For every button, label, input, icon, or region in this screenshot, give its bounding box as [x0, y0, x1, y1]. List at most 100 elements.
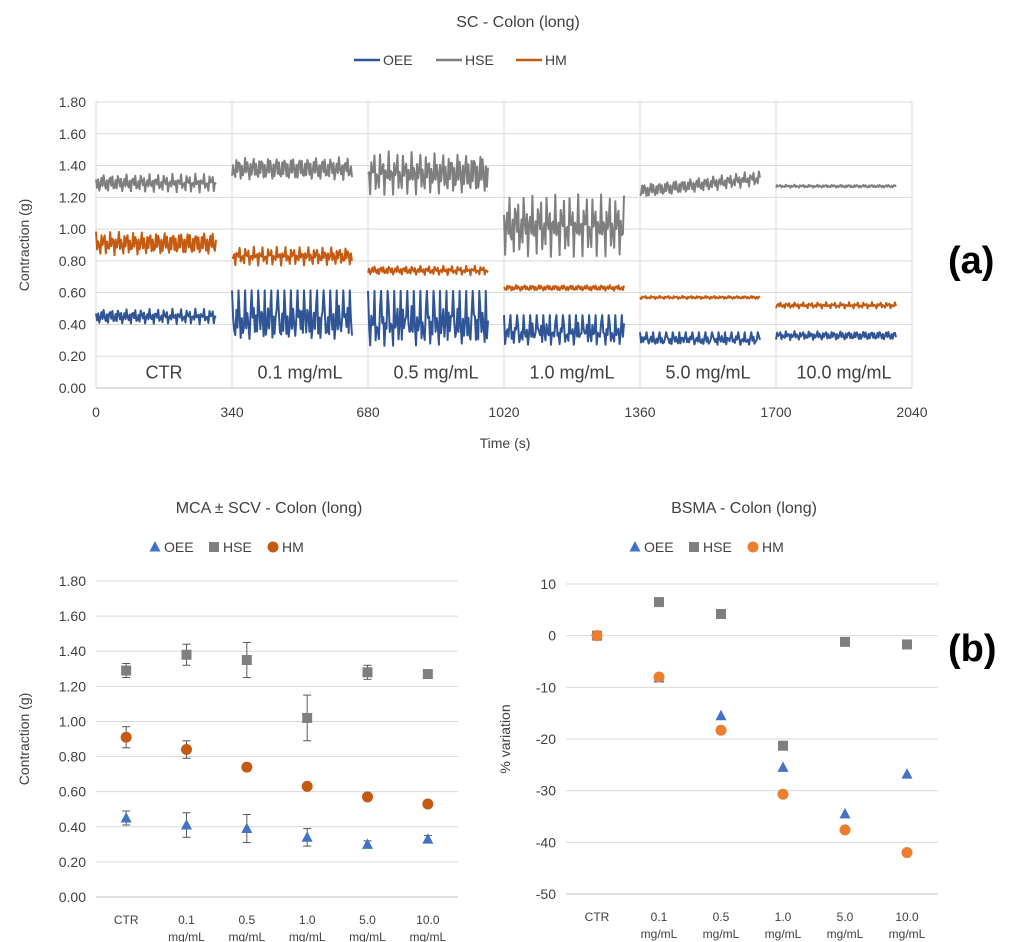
trace-hse-segment-3	[503, 193, 625, 258]
y-tick-label-b1: 0.00	[59, 889, 86, 905]
segment-label-4: 5.0 mg/mL	[665, 362, 750, 382]
panel-label-b: (b)	[948, 628, 997, 670]
point-b1-hm-0	[120, 731, 132, 743]
trace-hse-segment-0	[95, 172, 217, 194]
x-tick-label-b2: 0.5	[713, 910, 730, 924]
y-tick-label-a: 0.00	[59, 380, 86, 396]
point-b2-hse-4	[840, 636, 850, 647]
point-b1-hse-2	[241, 655, 252, 665]
y-tick-label-a: 1.80	[59, 94, 86, 110]
y-tick-label-b2: -30	[536, 783, 556, 799]
y-tick-label-a: 0.80	[59, 253, 86, 269]
trace-oee-segment-2	[367, 289, 489, 347]
point-b1-oee-5	[422, 833, 434, 844]
y-tick-label-b2: -50	[536, 886, 556, 902]
x-tick-label-a: 2040	[896, 404, 927, 420]
point-b1-oee-1	[181, 819, 192, 830]
trace-oee-segment-3	[503, 314, 625, 346]
y-axis-title-b1: Contraction (g)	[16, 693, 32, 786]
x-tick-label-b2: mg/mL	[703, 927, 740, 941]
point-b2-hm-2	[715, 724, 727, 736]
y-tick-label-b1: 1.80	[59, 573, 86, 589]
y-tick-label-b2: -10	[536, 679, 556, 695]
legend-label-b2-oee: OEE	[644, 539, 674, 555]
x-tick-label-b1: 10.0	[416, 913, 440, 927]
trace-hse-segment-1	[231, 156, 353, 181]
trace-hm-segment-3	[503, 284, 625, 292]
x-tick-label-b2: CTR	[585, 910, 610, 924]
point-b2-hm-4	[839, 824, 851, 836]
point-b1-hm-1	[181, 744, 192, 756]
legend-marker-b1-oee	[149, 541, 161, 552]
trace-hm-segment-0	[95, 230, 217, 257]
legend-marker-b1-hse	[209, 542, 219, 552]
legend-marker-b2-hm	[747, 541, 759, 553]
x-tick-label-b1: mg/mL	[168, 930, 205, 942]
legend-label-b1-hm: HM	[282, 539, 304, 555]
segment-label-2: 0.5 mg/mL	[393, 362, 478, 382]
point-b2-oee-4	[839, 807, 851, 819]
y-tick-label-a: 0.40	[59, 316, 86, 332]
y-tick-label-b2: -40	[536, 834, 556, 850]
y-tick-label-b1: 0.20	[59, 854, 86, 870]
point-b2-hse-2	[716, 608, 726, 619]
trace-hm-segment-4	[639, 294, 761, 300]
y-tick-label-b2: -20	[536, 731, 556, 747]
point-b1-oee-3	[301, 831, 313, 842]
x-tick-label-b2: mg/mL	[765, 927, 802, 941]
y-tick-label-a: 0.60	[59, 285, 86, 301]
x-tick-label-b1: 0.5	[238, 913, 255, 927]
y-tick-label-b1: 0.40	[59, 819, 86, 835]
y-axis-title-b2: % variation	[497, 704, 513, 773]
x-tick-label-b2: 5.0	[837, 910, 854, 924]
chart-title-b1: MCA ± SCV - Colon (long)	[176, 500, 363, 517]
x-tick-label-b1: CTR	[114, 913, 139, 927]
y-tick-label-a: 1.40	[59, 158, 86, 174]
x-tick-label-b1: mg/mL	[228, 930, 265, 942]
x-tick-label-b1: mg/mL	[289, 930, 326, 942]
point-b2-hm-1	[653, 671, 665, 683]
point-b2-hm-0	[591, 630, 603, 642]
point-b1-oee-4	[362, 838, 373, 849]
legend-label-b2-hm: HM	[762, 539, 784, 555]
point-b1-oee-0	[120, 812, 132, 823]
y-tick-label-a: 1.60	[59, 126, 86, 142]
x-tick-label-a: 1020	[488, 404, 519, 420]
point-b1-hse-0	[121, 665, 132, 676]
trace-hm-segment-2	[367, 264, 489, 277]
y-tick-label-b2: 0	[548, 628, 556, 644]
x-tick-label-a: 680	[356, 404, 380, 420]
trace-oee-segment-0	[95, 307, 217, 326]
x-tick-label-b2: 1.0	[775, 910, 792, 924]
segment-label-1: 0.1 mg/mL	[257, 362, 342, 382]
legend-marker-b2-hse	[689, 542, 699, 552]
point-b1-hse-3	[302, 712, 313, 723]
legend-label-oee: OEE	[383, 52, 413, 68]
y-tick-label-a: 1.20	[59, 189, 86, 205]
point-b1-oee-2	[241, 822, 253, 834]
x-tick-label-a: 1360	[624, 404, 655, 420]
legend-label-b1-oee: OEE	[164, 539, 194, 555]
point-b2-oee-3	[777, 761, 789, 772]
trace-oee-segment-5	[775, 330, 897, 342]
trace-oee-segment-4	[639, 331, 761, 346]
x-tick-label-b2: mg/mL	[641, 927, 678, 941]
point-b2-oee-2	[715, 709, 727, 721]
point-b1-hm-3	[301, 780, 313, 792]
chart-title-a: SC - Colon (long)	[456, 14, 580, 31]
trace-hse-segment-4	[639, 170, 761, 198]
y-tick-label-a: 0.20	[59, 348, 86, 364]
x-tick-label-a: 1700	[760, 404, 791, 420]
point-b2-hm-5	[901, 847, 913, 859]
point-b2-oee-5	[901, 768, 913, 779]
point-b1-hm-5	[422, 798, 434, 810]
point-b2-hse-1	[654, 597, 664, 608]
segment-label-5: 10.0 mg/mL	[796, 362, 891, 382]
y-axis-title-a: Contraction (g)	[16, 199, 32, 292]
x-tick-label-b2: mg/mL	[889, 927, 926, 941]
y-tick-label-b1: 0.80	[59, 749, 86, 765]
legend-label-hse: HSE	[465, 52, 494, 68]
y-tick-label-b1: 0.60	[59, 784, 86, 800]
x-tick-label-b2: 10.0	[895, 910, 919, 924]
